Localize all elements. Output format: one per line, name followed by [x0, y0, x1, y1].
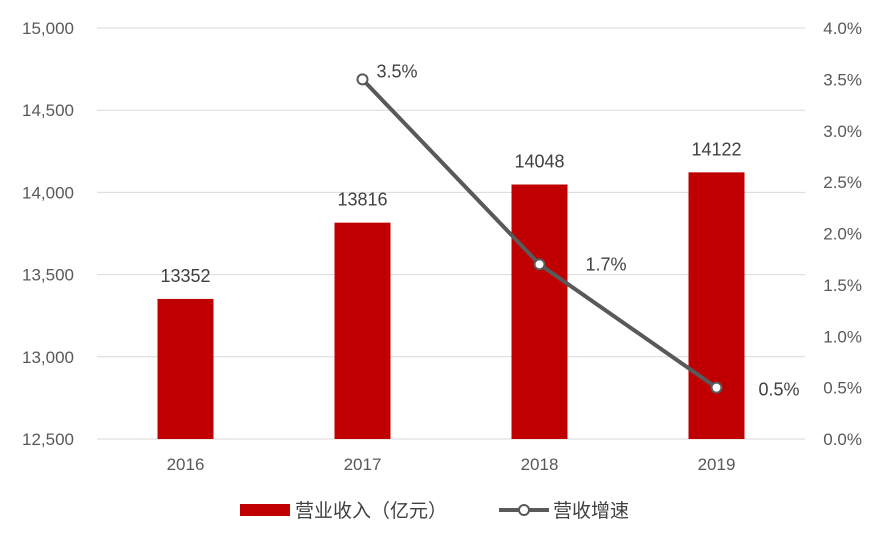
right-tick-label: 2.0% [823, 225, 862, 244]
legend-label-growth: 营收增速 [553, 500, 629, 522]
bar-data-labels: 13352 13816 14048 14122 [160, 139, 741, 286]
bar [334, 222, 391, 439]
line-series [356, 73, 723, 394]
left-tick-label: 14,000 [22, 183, 74, 202]
gridlines [97, 27, 805, 440]
right-axis-ticks: 0.0% 0.5% 1.0% 1.5% 2.0% 2.5% 3.0% 3.5% 4.0% [823, 19, 862, 449]
right-tick-label: 0.5% [823, 379, 862, 398]
right-tick-label: 2.5% [823, 173, 862, 192]
bar-data-label: 14122 [691, 139, 741, 159]
right-tick-label: 0.0% [823, 430, 862, 449]
left-tick-label: 14,500 [22, 101, 74, 120]
bar-series [157, 172, 745, 439]
growth-data-label: 1.7% [586, 254, 627, 274]
bar-data-label: 13816 [337, 190, 387, 210]
growth-point [533, 258, 546, 271]
legend: 营业收入（亿元） 营收增速 [240, 500, 629, 522]
growth-point [356, 73, 369, 86]
x-tick-label: 2018 [521, 455, 559, 474]
bar-data-label: 14048 [514, 152, 564, 172]
bar-data-label: 13352 [160, 266, 210, 286]
right-tick-label: 3.5% [823, 70, 862, 89]
x-tick-label: 2019 [698, 455, 736, 474]
left-tick-label: 12,500 [22, 430, 74, 449]
x-tick-label: 2016 [167, 455, 205, 474]
growth-data-label: 0.5% [759, 380, 800, 400]
right-tick-label: 1.5% [823, 276, 862, 295]
left-tick-label: 15,000 [22, 19, 74, 38]
left-tick-label: 13,500 [22, 266, 74, 285]
growth-data-label: 3.5% [377, 61, 418, 81]
right-tick-label: 1.0% [823, 327, 862, 346]
legend-swatch-revenue [240, 504, 290, 516]
x-tick-label: 2017 [344, 455, 382, 474]
left-axis-ticks: 12,500 13,000 13,500 14,000 14,500 15,000 [22, 19, 74, 449]
bar [157, 298, 214, 439]
right-tick-label: 4.0% [823, 19, 862, 38]
legend-label-revenue: 营业收入（亿元） [295, 500, 447, 522]
x-axis-ticks: 2016 2017 2018 2019 [167, 455, 736, 474]
right-tick-label: 3.0% [823, 122, 862, 141]
growth-point [710, 381, 723, 394]
bar [511, 184, 568, 439]
left-tick-label: 13,000 [22, 348, 74, 367]
legend-swatch-growth-marker [518, 504, 530, 516]
bar [688, 172, 745, 439]
line-data-labels: 3.5% 1.7% 0.5% [377, 61, 800, 399]
